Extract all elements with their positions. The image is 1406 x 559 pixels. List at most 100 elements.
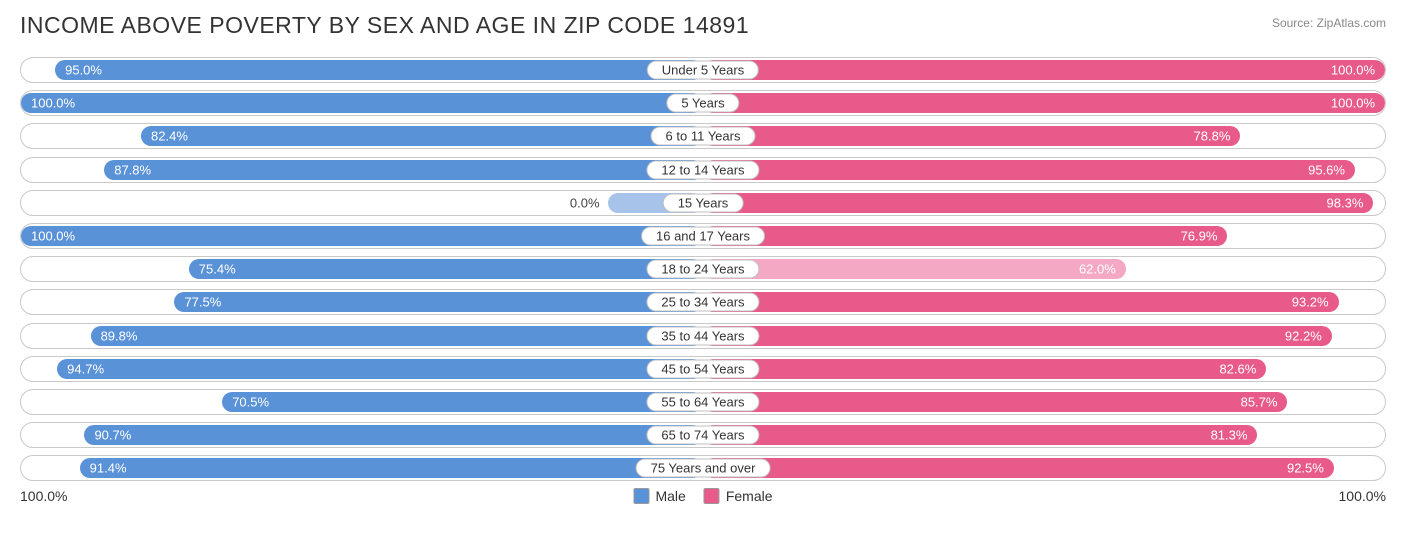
category-label: 15 Years: [663, 193, 744, 212]
chart-row: 0.0% 98.3% 15 Years: [20, 190, 1386, 216]
female-bar: 92.2%: [703, 326, 1332, 346]
category-label: 55 to 64 Years: [646, 392, 759, 411]
category-label: 35 to 44 Years: [646, 326, 759, 345]
chart-row: 100.0%100.0%5 Years: [20, 90, 1386, 116]
female-bar: 92.5%: [703, 458, 1334, 478]
female-value-label: 78.8%: [1194, 129, 1231, 144]
female-value-label: 98.3%: [1327, 195, 1364, 210]
female-bar: 81.3%: [703, 425, 1257, 445]
chart-row: 94.7% 82.6% 45 to 54 Years: [20, 356, 1386, 382]
chart-row: 89.8% 92.2% 35 to 44 Years: [20, 323, 1386, 349]
axis-left-label: 100.0%: [20, 488, 67, 504]
chart-row: 82.4% 78.8% 6 to 11 Years: [20, 123, 1386, 149]
male-half: 91.4%: [21, 456, 703, 480]
category-label: 65 to 74 Years: [646, 426, 759, 445]
female-value-label: 85.7%: [1241, 394, 1278, 409]
chart-title: INCOME ABOVE POVERTY BY SEX AND AGE IN Z…: [20, 12, 749, 39]
swatch-male: [633, 488, 649, 504]
male-value-label: 90.7%: [94, 428, 131, 443]
male-half: 0.0%: [21, 191, 703, 215]
female-value-label: 62.0%: [1079, 262, 1116, 277]
legend: Male Female: [633, 488, 772, 504]
female-half: 81.3%: [703, 423, 1385, 447]
female-bar: 82.6%: [703, 359, 1266, 379]
female-value-label: 100.0%: [1331, 96, 1375, 111]
male-half: 77.5%: [21, 290, 703, 314]
chart-row: 75.4% 62.0% 18 to 24 Years: [20, 256, 1386, 282]
male-half: 90.7%: [21, 423, 703, 447]
female-half: 62.0%: [703, 257, 1385, 281]
female-bar: 95.6%: [703, 160, 1355, 180]
legend-item-male: Male: [633, 488, 685, 504]
category-label: 6 to 11 Years: [651, 127, 756, 146]
legend-male-label: Male: [655, 488, 685, 504]
category-label: 18 to 24 Years: [646, 260, 759, 279]
legend-female-label: Female: [726, 488, 773, 504]
category-label: Under 5 Years: [647, 61, 759, 80]
category-label: 25 to 34 Years: [646, 293, 759, 312]
male-bar: 91.4%: [80, 458, 703, 478]
male-bar: 87.8%: [104, 160, 703, 180]
swatch-female: [704, 488, 720, 504]
female-bar: 93.2%: [703, 292, 1339, 312]
male-bar: 82.4%: [141, 126, 703, 146]
chart-header: INCOME ABOVE POVERTY BY SEX AND AGE IN Z…: [20, 12, 1386, 39]
male-value-label: 94.7%: [67, 361, 104, 376]
female-half: 78.8%: [703, 124, 1385, 148]
female-half: 93.2%: [703, 290, 1385, 314]
male-half: 82.4%: [21, 124, 703, 148]
male-bar: 95.0%: [55, 60, 703, 80]
female-half: 100.0%: [703, 91, 1385, 115]
chart-row: 95.0% 100.0%Under 5 Years: [20, 57, 1386, 83]
chart-row: 70.5% 85.7% 55 to 64 Years: [20, 389, 1386, 415]
male-bar: 100.0%: [21, 226, 703, 246]
male-half: 87.8%: [21, 158, 703, 182]
male-value-label: 75.4%: [199, 262, 236, 277]
chart-row: 100.0%76.9%16 and 17 Years: [20, 223, 1386, 249]
male-half: 94.7%: [21, 357, 703, 381]
female-bar: 85.7%: [703, 392, 1287, 412]
female-value-label: 92.5%: [1287, 461, 1324, 476]
male-half: 70.5%: [21, 390, 703, 414]
male-value-label: 95.0%: [65, 63, 102, 78]
female-value-label: 93.2%: [1292, 295, 1329, 310]
category-label: 45 to 54 Years: [646, 359, 759, 378]
male-value-label: 87.8%: [114, 162, 151, 177]
category-label: 12 to 14 Years: [646, 160, 759, 179]
female-value-label: 92.2%: [1285, 328, 1322, 343]
male-half: 100.0%: [21, 224, 703, 248]
chart-row: 90.7% 81.3% 65 to 74 Years: [20, 422, 1386, 448]
female-value-label: 82.6%: [1219, 361, 1256, 376]
female-half: 82.6%: [703, 357, 1385, 381]
male-half: 100.0%: [21, 91, 703, 115]
male-bar: 75.4%: [189, 259, 703, 279]
chart-row: 87.8% 95.6% 12 to 14 Years: [20, 157, 1386, 183]
female-bar: 76.9%: [703, 226, 1227, 246]
legend-item-female: Female: [704, 488, 773, 504]
male-value-label: 100.0%: [31, 228, 75, 243]
male-value-label: 91.4%: [90, 461, 127, 476]
female-half: 100.0%: [703, 58, 1385, 82]
male-bar: 100.0%: [21, 93, 703, 113]
male-value-label: 82.4%: [151, 129, 188, 144]
chart-row: 77.5% 93.2% 25 to 34 Years: [20, 289, 1386, 315]
female-half: 85.7%: [703, 390, 1385, 414]
chart-footer: 100.0% Male Female 100.0%: [20, 488, 1386, 504]
male-half: 89.8%: [21, 324, 703, 348]
male-bar: 77.5%: [174, 292, 703, 312]
female-value-label: 76.9%: [1181, 228, 1218, 243]
female-half: 92.5%: [703, 456, 1385, 480]
male-value-label: 0.0%: [570, 195, 600, 210]
male-bar: 94.7%: [57, 359, 703, 379]
chart-area: 95.0%100.0%Under 5 Years100.0%100.0%5 Ye…: [20, 57, 1386, 481]
male-half: 75.4%: [21, 257, 703, 281]
female-value-label: 81.3%: [1211, 428, 1248, 443]
female-bar: 100.0%: [703, 60, 1385, 80]
female-half: 76.9%: [703, 224, 1385, 248]
female-value-label: 95.6%: [1308, 162, 1345, 177]
male-bar: 70.5%: [222, 392, 703, 412]
female-bar: 62.0%: [703, 259, 1126, 279]
male-bar: 89.8%: [91, 326, 703, 346]
female-half: 98.3%: [703, 191, 1385, 215]
female-bar: 100.0%: [703, 93, 1385, 113]
